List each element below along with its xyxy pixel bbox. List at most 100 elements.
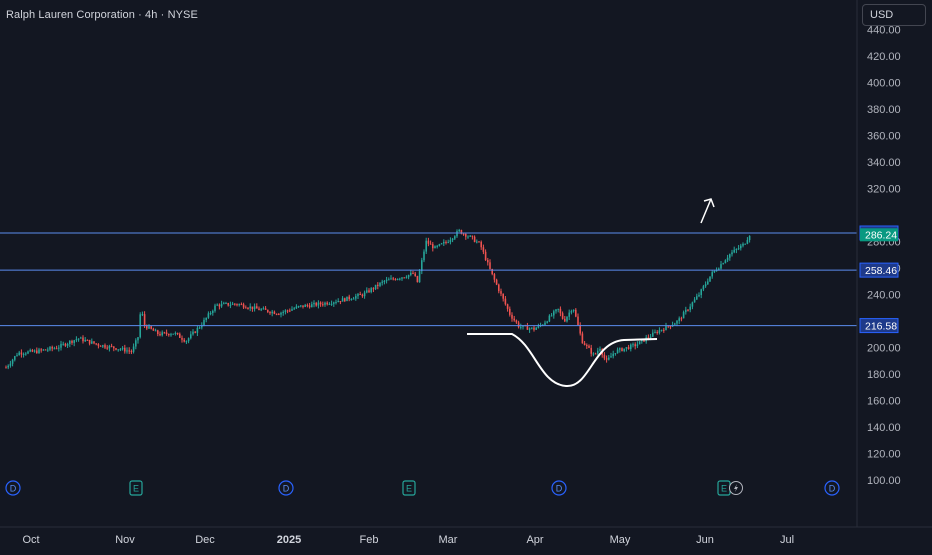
candle-body <box>16 355 18 357</box>
candle-body <box>465 233 467 237</box>
dividend-marker-icon[interactable] <box>5 480 21 496</box>
candle-body <box>557 308 559 310</box>
earnings-marker-label: E <box>406 484 412 494</box>
candle-body <box>192 331 194 335</box>
candle-body <box>531 327 533 329</box>
candle-body <box>53 348 56 350</box>
candle-body <box>702 286 705 290</box>
candle-body <box>537 325 540 328</box>
dividend-marker-label: D <box>556 484 563 494</box>
candle-body <box>553 311 555 316</box>
candle-body <box>652 332 654 337</box>
price-tick-label: 140.00 <box>867 422 901 434</box>
candle-body <box>390 278 392 280</box>
candle-body <box>447 242 449 244</box>
price-tick-label: 100.00 <box>867 475 901 487</box>
candle-body <box>286 310 289 312</box>
candle-body <box>504 298 507 305</box>
candle-body <box>366 290 368 293</box>
candle-body <box>209 312 212 314</box>
candle-body <box>229 304 232 306</box>
cup-pattern-curve[interactable] <box>467 333 658 388</box>
candle-body <box>154 330 157 332</box>
candle-body <box>181 337 183 340</box>
price-axis[interactable]: 100.00 120.00 140.00 160.00 180.00 200.00 240.… <box>856 0 932 527</box>
candle-body <box>454 236 456 239</box>
candle-body <box>713 270 716 273</box>
candle-body <box>528 328 531 330</box>
candle-body <box>696 296 698 300</box>
candle-body <box>289 310 291 312</box>
candle-body <box>124 347 126 352</box>
candle-body <box>236 304 238 306</box>
candle-body <box>429 243 432 245</box>
time-axis[interactable]: Oct Nov Dec 2025 Feb Mar Apr May Jun Jul <box>0 526 932 550</box>
candle-body <box>451 238 454 241</box>
drawings-layer[interactable] <box>467 198 715 388</box>
dividend-marker-icon[interactable] <box>278 480 294 496</box>
candle-body <box>174 332 177 334</box>
time-label: Feb <box>360 534 379 546</box>
candle-body <box>322 304 324 306</box>
candle-body <box>544 322 546 325</box>
candle-body <box>165 332 168 334</box>
up-arrow-icon[interactable] <box>700 198 715 224</box>
candle-body <box>317 302 320 306</box>
candle-body <box>201 325 203 328</box>
horizontal-levels[interactable] <box>0 232 857 327</box>
candle-body <box>676 320 678 324</box>
candle-body <box>612 353 614 357</box>
level-price-badge <box>859 262 899 278</box>
candle-body <box>647 337 650 339</box>
earnings-marker-icon[interactable] <box>402 480 416 496</box>
candle-body <box>614 353 617 355</box>
candle-body <box>86 339 89 341</box>
candle-body <box>337 300 339 303</box>
candle-body <box>137 337 139 341</box>
dividend-marker-label: D <box>10 484 17 494</box>
candle-body <box>707 281 709 285</box>
candle-body <box>163 332 166 334</box>
candle-body <box>62 343 64 345</box>
candle-body <box>394 279 397 281</box>
candle-body <box>729 254 731 258</box>
candle-body <box>357 294 359 297</box>
candle-body <box>135 340 137 347</box>
candle-body <box>240 304 243 306</box>
candle-body <box>449 240 452 243</box>
candle-body <box>273 311 276 314</box>
candle-body <box>291 309 293 311</box>
candle-body <box>223 303 225 305</box>
candle-body <box>218 304 221 307</box>
candle-body <box>161 332 163 336</box>
dividend-marker-icon[interactable] <box>824 480 840 496</box>
candle-body <box>300 305 302 307</box>
candle-body <box>577 316 579 326</box>
earnings-marker-icon[interactable] <box>129 480 143 496</box>
price-tick-label: 160.00 <box>867 396 901 408</box>
candle-body <box>572 309 575 312</box>
candle-body <box>502 293 504 299</box>
candle-body <box>271 311 273 314</box>
candle-body <box>722 263 724 265</box>
candle-body <box>412 272 414 274</box>
candle-body <box>95 343 97 345</box>
candle-body <box>5 367 7 369</box>
candle-body <box>482 247 485 252</box>
candle-body <box>326 302 328 305</box>
candle-body <box>11 359 14 364</box>
candle-body <box>168 333 170 336</box>
dividend-marker-icon[interactable] <box>551 480 567 496</box>
candle-body <box>119 349 122 351</box>
currency-button[interactable]: USD <box>862 4 926 26</box>
current-price-label: 286.24 <box>865 229 897 241</box>
candle-body <box>363 292 366 297</box>
candle-body <box>634 344 636 347</box>
price-tick-label: 320.00 <box>867 184 901 196</box>
candle-body <box>383 280 386 282</box>
candle-body <box>687 309 689 311</box>
candle-body <box>689 306 691 310</box>
